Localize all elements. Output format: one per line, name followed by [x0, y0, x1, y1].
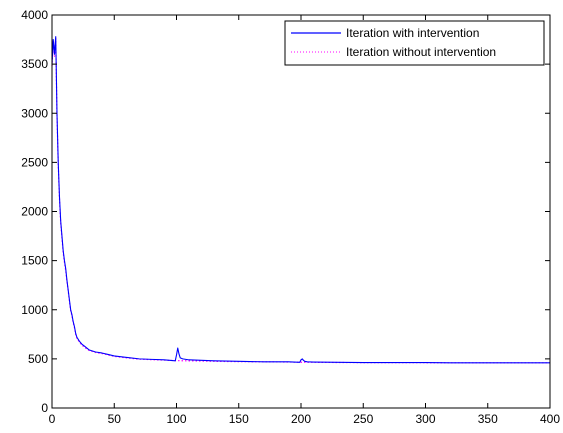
legend-box: [284, 20, 545, 66]
x-tick-label: 250: [353, 412, 373, 426]
x-tick-label: 150: [229, 412, 249, 426]
y-tick-label: 1500: [21, 254, 48, 268]
x-tick-label: 50: [108, 412, 122, 426]
plot-area: [52, 15, 550, 408]
y-tick-label: 2000: [21, 205, 48, 219]
y-tick-label: 4000: [21, 8, 48, 22]
legend: Iteration with intervention Iteration wi…: [284, 20, 545, 66]
x-tick-label: 200: [291, 412, 311, 426]
y-tick-label: 1000: [21, 303, 48, 317]
x-tick-label: 300: [415, 412, 435, 426]
x-tick-label: 0: [49, 412, 56, 426]
series-layer: [51, 36, 550, 364]
x-tick-label: 350: [478, 412, 498, 426]
legend-label-with-intervention: Iteration with intervention: [346, 26, 479, 40]
y-tick-label: 0: [41, 401, 48, 415]
series-line-with-intervention: [51, 36, 550, 364]
y-tick-label: 500: [28, 352, 48, 366]
y-tick-label: 2500: [21, 155, 48, 169]
x-tick-label: 400: [540, 412, 560, 426]
y-tick-label: 3500: [21, 57, 48, 71]
x-tick-label: 100: [166, 412, 186, 426]
ticks-layer: 0 50 100 150 200 250 300 350 4000500100015002000…: [21, 8, 560, 426]
legend-label-without-intervention: Iteration without intervention: [346, 45, 496, 59]
y-tick-label: 3000: [21, 106, 48, 120]
